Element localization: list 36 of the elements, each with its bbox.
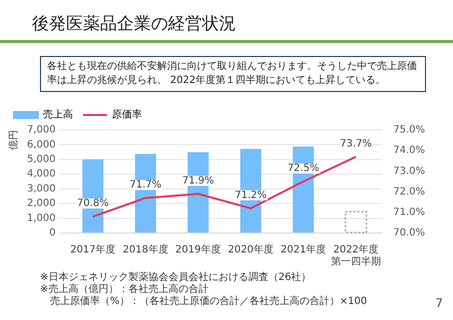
y2-tick-label: 70.0% [393,228,426,239]
data-label: 71.2% [234,190,267,201]
y-tick-label: 0 [49,228,56,239]
y2-tick-label: 73.0% [393,166,426,177]
y-tick-label: 3,000 [26,183,56,194]
x-tick-label: 2021年度 [280,244,326,256]
chart-subtitle: 各社とも現在の供給不安解消に向けて取り組んでおります。そうした中で売上原価率は上昇の兆候が見られ、 2022年度第１四半期においても上昇している。 [40,56,426,92]
legend-label: 売上高 [43,108,73,121]
y2-tick-label: 72.0% [393,186,426,198]
y-tick-label: 4,000 [26,168,56,180]
text: ※日本ジェネリック製薬協会会員会社における調査（26社） [40,272,312,284]
y-tick-label: 6,000 [26,139,56,150]
legend-label: 原価率 [112,108,142,121]
y-tick-label: 5,000 [26,154,56,166]
y2-tick-label: 75.0% [393,124,426,136]
y2-tick-label: 71.0% [393,206,426,218]
data-label: 72.5% [287,163,320,174]
y2-tick-label: 74.0% [393,145,426,156]
y-tick-label: 1,000 [26,212,56,224]
data-label: 71.7% [130,180,162,191]
text: ※売上高（億円）：各社売上高の合計 [40,284,210,296]
text: 7 [435,296,443,310]
data-label: 70.8% [77,198,109,210]
x-tick-label: 2022年度第一四半期 [330,244,381,268]
data-label: 71.9% [182,175,214,186]
bar [344,210,368,234]
text: 売上原価率（%）：（各社売上原価の合計／各社売上高の合計）×100 [49,296,367,308]
y-tick-label: 2,000 [26,198,56,210]
x-tick-label: 2020年度 [228,244,274,256]
x-tick-label: 2019年度 [175,244,221,256]
data-label: 73.7% [340,138,372,150]
chart-title: 後発医薬品企業の経営状況 [32,13,236,35]
y-axis-title: 億円 [8,130,20,150]
x-tick-label: 2018年度 [122,244,168,256]
x-tick-label: 2017年度 [70,244,116,256]
y-tick-label: 7,000 [26,124,56,136]
